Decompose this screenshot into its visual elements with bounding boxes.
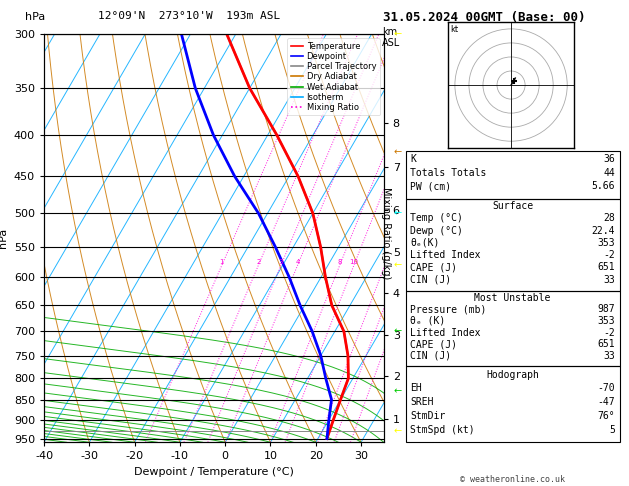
Y-axis label: hPa: hPa: [0, 228, 8, 248]
Bar: [406, 366, 620, 442]
Text: ←: ←: [394, 327, 401, 336]
Text: CAPE (J): CAPE (J): [410, 262, 457, 272]
Text: 1: 1: [220, 260, 224, 265]
Text: StmDir: StmDir: [410, 411, 445, 421]
Text: ←: ←: [394, 426, 401, 436]
Text: CAPE (J): CAPE (J): [410, 339, 457, 349]
Text: 2: 2: [256, 260, 260, 265]
Bar: [406, 199, 620, 291]
Text: StmSpd (kt): StmSpd (kt): [410, 425, 475, 435]
Bar: [406, 291, 620, 366]
Text: 353: 353: [598, 316, 615, 326]
Text: 8: 8: [337, 260, 342, 265]
Text: 651: 651: [598, 339, 615, 349]
Text: Dewp (°C): Dewp (°C): [410, 226, 463, 236]
Text: ←: ←: [394, 147, 401, 157]
Text: ←: ←: [394, 208, 401, 218]
Text: K: K: [410, 154, 416, 164]
Text: Hodograph: Hodograph: [486, 370, 539, 380]
Text: Totals Totals: Totals Totals: [410, 168, 486, 178]
Text: -70: -70: [598, 383, 615, 394]
Text: 33: 33: [604, 275, 615, 285]
Text: -47: -47: [598, 397, 615, 407]
Text: Lifted Index: Lifted Index: [410, 250, 481, 260]
Text: © weatheronline.co.uk: © weatheronline.co.uk: [460, 474, 565, 484]
Text: SREH: SREH: [410, 397, 433, 407]
Text: 353: 353: [598, 238, 615, 248]
Text: 10: 10: [349, 260, 359, 265]
Text: -2: -2: [604, 250, 615, 260]
Text: 3: 3: [279, 260, 283, 265]
Text: θₑ (K): θₑ (K): [410, 316, 445, 326]
Text: km
ASL: km ASL: [382, 27, 400, 48]
Text: Mixing Ratio (g/kg): Mixing Ratio (g/kg): [381, 187, 391, 279]
Text: Surface: Surface: [492, 201, 533, 211]
Text: 651: 651: [598, 262, 615, 272]
Text: CIN (J): CIN (J): [410, 351, 451, 361]
Text: 12°09'N  273°10'W  193m ASL: 12°09'N 273°10'W 193m ASL: [97, 11, 280, 21]
Text: 31.05.2024 00GMT (Base: 00): 31.05.2024 00GMT (Base: 00): [383, 11, 586, 24]
Text: 44: 44: [604, 168, 615, 178]
Legend: Temperature, Dewpoint, Parcel Trajectory, Dry Adiabat, Wet Adiabat, Isotherm, Mi: Temperature, Dewpoint, Parcel Trajectory…: [287, 38, 379, 115]
Text: Pressure (mb): Pressure (mb): [410, 304, 486, 314]
Text: PW (cm): PW (cm): [410, 181, 451, 191]
Text: θₑ(K): θₑ(K): [410, 238, 440, 248]
Text: 5.66: 5.66: [592, 181, 615, 191]
Text: 76°: 76°: [598, 411, 615, 421]
Text: EH: EH: [410, 383, 421, 394]
Text: Most Unstable: Most Unstable: [474, 293, 551, 303]
Text: -2: -2: [604, 328, 615, 338]
Text: 22.4: 22.4: [592, 226, 615, 236]
Text: 5: 5: [610, 425, 615, 435]
Text: 36: 36: [604, 154, 615, 164]
Bar: [406, 151, 620, 199]
Text: ←: ←: [394, 260, 401, 270]
Text: 4: 4: [296, 260, 299, 265]
Text: kt: kt: [451, 25, 459, 34]
Text: Temp (°C): Temp (°C): [410, 213, 463, 224]
Text: 987: 987: [598, 304, 615, 314]
Text: Lifted Index: Lifted Index: [410, 328, 481, 338]
Text: 28: 28: [604, 213, 615, 224]
Text: ←: ←: [394, 29, 401, 39]
Text: CIN (J): CIN (J): [410, 275, 451, 285]
X-axis label: Dewpoint / Temperature (°C): Dewpoint / Temperature (°C): [134, 467, 294, 477]
Text: 33: 33: [604, 351, 615, 361]
Text: ←: ←: [394, 386, 401, 396]
Text: hPa: hPa: [25, 12, 45, 22]
